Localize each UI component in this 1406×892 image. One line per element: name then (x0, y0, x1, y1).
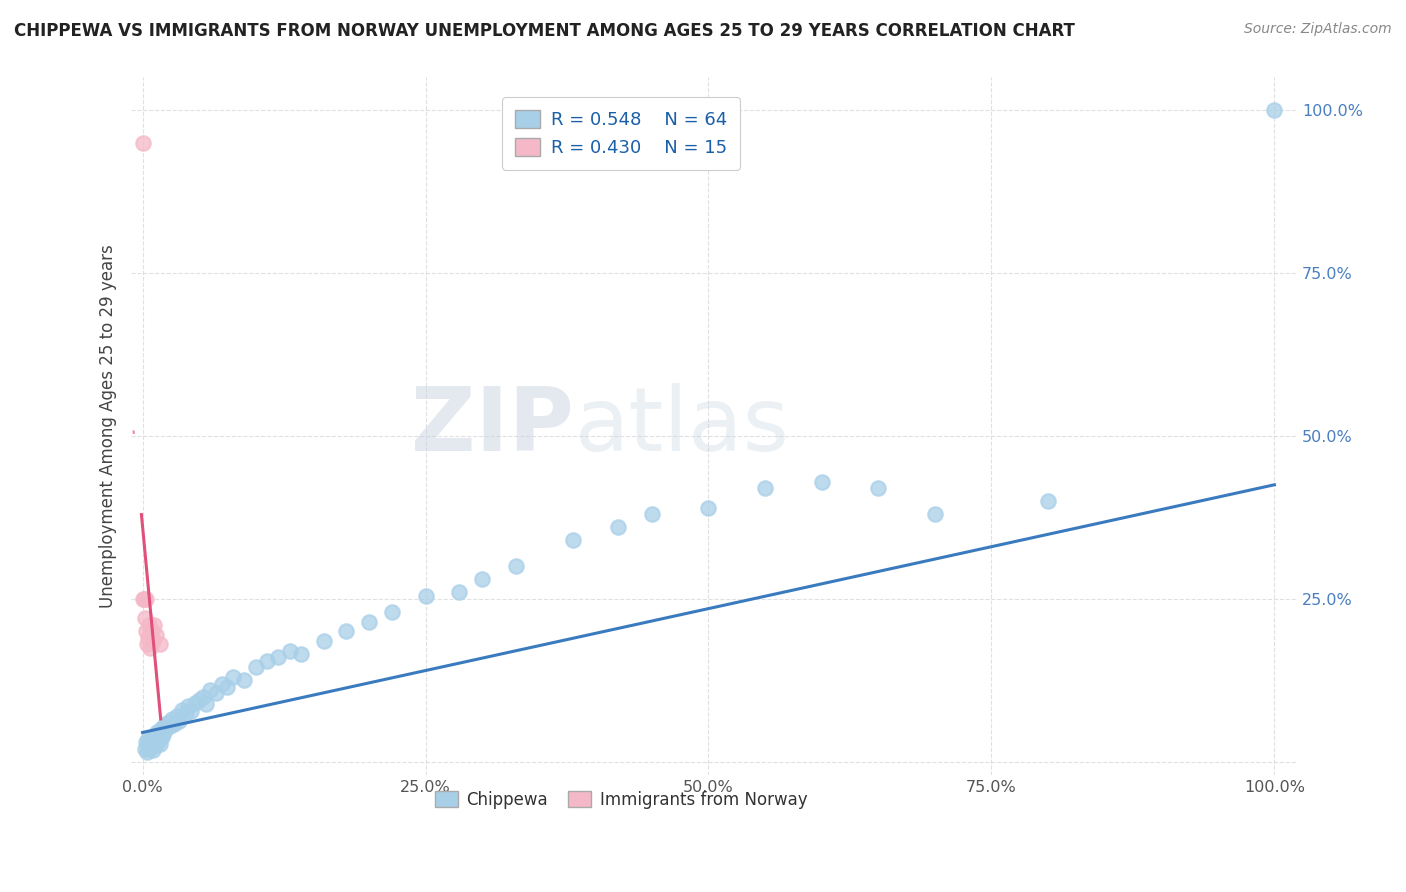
Point (136, 731, 159, 746)
Point (142, 743, 165, 757)
Point (166, 709, 188, 723)
Point (142, 731, 165, 746)
Point (135, 591, 157, 606)
Point (163, 717, 186, 731)
Point (142, 634, 165, 648)
Point (136, 745, 159, 759)
Point (172, 703, 194, 717)
Point (153, 723, 176, 738)
Point (134, 611, 156, 625)
Point (335, 624, 357, 639)
Point (156, 715, 179, 730)
Point (138, 618, 160, 632)
Point (159, 719, 181, 733)
Point (188, 693, 211, 707)
Point (148, 637, 170, 651)
Point (142, 729, 165, 743)
Point (290, 647, 312, 661)
Point (471, 572, 494, 586)
Point (191, 690, 214, 704)
Point (245, 660, 267, 674)
Point (148, 737, 170, 751)
Legend: Chippewa, Immigrants from Norway: Chippewa, Immigrants from Norway (427, 784, 814, 815)
Point (256, 654, 278, 668)
Point (139, 737, 162, 751)
Point (145, 628, 167, 642)
Point (141, 624, 163, 639)
Y-axis label: Unemployment Among Ages 25 to 29 years: Unemployment Among Ages 25 to 29 years (100, 244, 117, 608)
Point (136, 739, 159, 753)
Point (132, 591, 155, 606)
Point (312, 634, 335, 648)
Point (135, 624, 157, 639)
Point (138, 741, 160, 756)
Point (135, 735, 157, 749)
Point (697, 500, 720, 515)
Text: Source: ZipAtlas.com: Source: ZipAtlas.com (1244, 22, 1392, 37)
Point (145, 739, 167, 753)
Point (136, 631, 159, 645)
Point (868, 481, 890, 495)
Point (606, 520, 628, 534)
Point (148, 734, 170, 748)
Text: CHIPPEWA VS IMMIGRANTS FROM NORWAY UNEMPLOYMENT AMONG AGES 25 TO 29 YEARS CORREL: CHIPPEWA VS IMMIGRANTS FROM NORWAY UNEMP… (14, 22, 1076, 40)
Point (810, 475, 832, 489)
Point (143, 735, 166, 749)
Point (217, 680, 239, 694)
Point (167, 714, 190, 729)
Point (267, 650, 290, 665)
Point (561, 533, 583, 548)
Point (924, 507, 946, 521)
Point (205, 686, 228, 700)
Point (211, 676, 233, 690)
Point (380, 605, 402, 619)
Point (505, 559, 527, 574)
Point (153, 719, 176, 733)
Point (357, 615, 380, 629)
Point (149, 722, 172, 736)
Point (1036, 494, 1059, 508)
Point (136, 637, 159, 651)
Point (449, 585, 471, 599)
Point (141, 740, 163, 755)
Point (1263, 103, 1285, 117)
Point (131, 591, 153, 606)
Point (134, 741, 156, 756)
Point (641, 507, 664, 521)
Point (152, 727, 174, 741)
Text: ZIP: ZIP (412, 383, 574, 469)
Point (177, 699, 200, 714)
Point (180, 704, 202, 718)
Text: atlas: atlas (574, 383, 789, 469)
Point (139, 640, 162, 655)
Point (233, 673, 256, 688)
Point (131, 136, 153, 150)
Point (754, 481, 776, 495)
Point (222, 670, 245, 684)
Point (183, 696, 205, 710)
Point (160, 713, 183, 727)
Point (146, 725, 169, 739)
Point (174, 706, 197, 720)
Point (278, 644, 301, 658)
Point (194, 698, 217, 712)
Point (415, 589, 437, 603)
Point (142, 618, 165, 632)
Point (150, 730, 173, 744)
Point (200, 683, 222, 698)
